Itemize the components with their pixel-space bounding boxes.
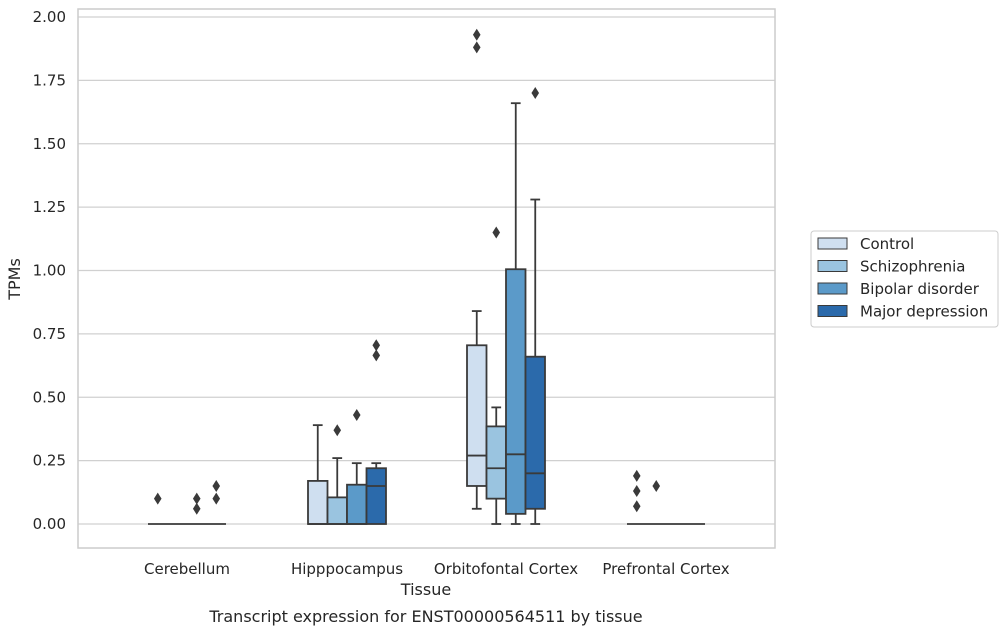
box-glyph bbox=[307, 424, 329, 525]
outlier-point bbox=[352, 408, 361, 421]
series-schizophrenia bbox=[167, 226, 666, 525]
y-tick-label: 1.25 bbox=[33, 198, 66, 216]
y-tick-label: 0.00 bbox=[33, 515, 66, 533]
box-glyph bbox=[524, 87, 546, 525]
x-axis-title: Tissue bbox=[400, 580, 451, 599]
y-tick-label: 0.25 bbox=[33, 452, 66, 470]
iqr-box bbox=[524, 355, 546, 510]
x-tick-label: Cerebellum bbox=[144, 560, 230, 578]
x-axis-ticks: Cerebellum Hipppocampus Orbitofontal Corte… bbox=[144, 560, 730, 578]
x-tick-label: Hipppocampus bbox=[291, 560, 403, 578]
y-gridlines bbox=[78, 16, 775, 525]
box-glyph bbox=[646, 479, 666, 525]
outlier-point bbox=[492, 226, 501, 239]
outlier-point bbox=[472, 28, 481, 41]
legend-swatch bbox=[817, 305, 848, 317]
x-tick-label: Prefrontal Cortex bbox=[602, 560, 729, 578]
legend: Control Schizophrenia Bipolar disorder Majo… bbox=[810, 230, 999, 328]
outlier-point bbox=[472, 41, 481, 54]
legend-frame bbox=[810, 230, 999, 328]
box-glyph bbox=[148, 492, 168, 525]
outlier-point bbox=[212, 479, 221, 492]
outlier-point bbox=[632, 485, 641, 498]
series-control bbox=[148, 28, 647, 525]
iqr-box bbox=[307, 480, 329, 525]
outlier-point bbox=[212, 492, 221, 505]
iqr-box bbox=[365, 467, 387, 525]
outlier-point bbox=[192, 492, 201, 505]
box-plot-series bbox=[148, 28, 705, 525]
legend-swatch bbox=[817, 237, 848, 250]
outlier-point bbox=[372, 339, 381, 352]
outlier-point bbox=[531, 87, 540, 100]
box-glyph bbox=[346, 408, 368, 525]
x-tick-label: Orbitofontal Cortex bbox=[434, 560, 578, 578]
box-glyph bbox=[326, 424, 348, 525]
y-tick-label: 0.50 bbox=[33, 388, 66, 406]
series-bipolar-disorder bbox=[187, 102, 686, 525]
y-tick-label: 1.00 bbox=[33, 262, 66, 280]
outlier-point bbox=[333, 424, 342, 437]
outlier-point bbox=[372, 349, 381, 362]
box-glyph bbox=[627, 469, 647, 525]
legend-swatch bbox=[817, 260, 848, 272]
y-axis-title: TPMs bbox=[5, 258, 24, 301]
legend-label: Major depression bbox=[860, 303, 988, 321]
outlier-point bbox=[192, 502, 201, 515]
plot-area-frame bbox=[77, 8, 776, 549]
legend-label: Control bbox=[860, 235, 914, 253]
series-major-depression bbox=[206, 87, 705, 525]
outlier-point bbox=[153, 492, 162, 505]
legend-swatch bbox=[817, 282, 848, 295]
outlier-point bbox=[632, 469, 641, 482]
chart-caption: Transcript expression for ENST0000056451… bbox=[208, 607, 642, 626]
iqr-box bbox=[326, 496, 348, 525]
outlier-point bbox=[632, 500, 641, 513]
box-glyph bbox=[485, 226, 507, 525]
box-glyph bbox=[365, 339, 387, 525]
y-tick-label: 1.75 bbox=[33, 71, 66, 89]
y-axis-ticks: 0.00 0.25 0.50 0.75 1.00 1.25 1.50 1.75 2.00 bbox=[33, 8, 66, 533]
box-glyph bbox=[505, 102, 527, 525]
iqr-box bbox=[466, 344, 488, 487]
box-glyph bbox=[466, 28, 488, 510]
iqr-box bbox=[485, 425, 507, 500]
y-tick-label: 2.00 bbox=[33, 8, 66, 26]
outlier-point bbox=[652, 479, 661, 492]
iqr-box bbox=[505, 268, 527, 515]
legend-label: Bipolar disorder bbox=[860, 280, 980, 298]
y-tick-label: 1.50 bbox=[33, 135, 66, 153]
y-tick-label: 0.75 bbox=[33, 325, 66, 343]
iqr-box bbox=[346, 483, 368, 525]
box-glyph bbox=[187, 492, 207, 525]
box-glyph bbox=[206, 479, 226, 525]
legend-label: Schizophrenia bbox=[860, 258, 965, 276]
